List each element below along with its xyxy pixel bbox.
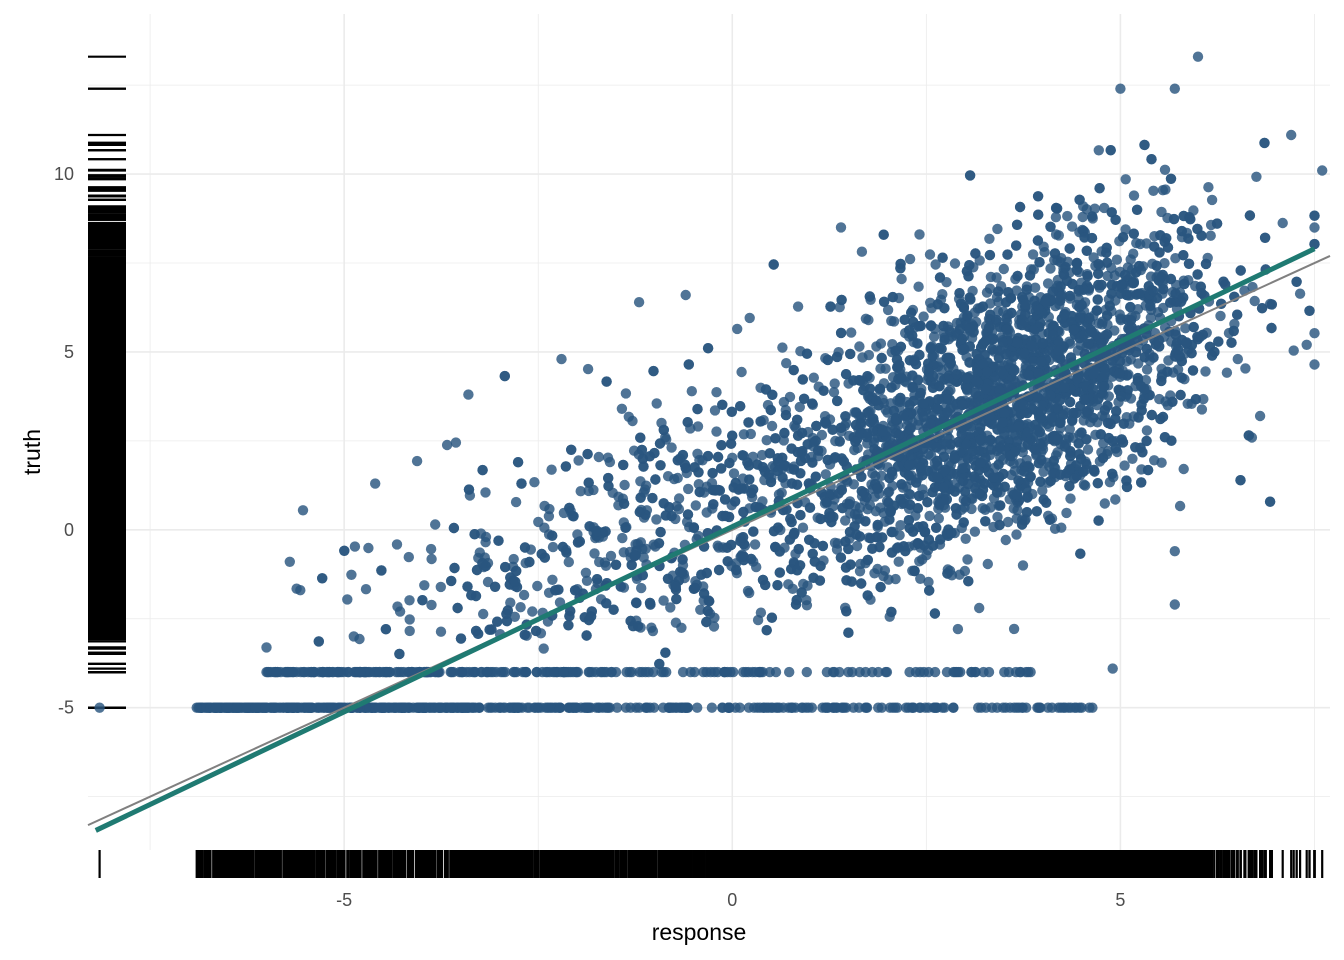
rug-marks	[88, 55, 1324, 878]
